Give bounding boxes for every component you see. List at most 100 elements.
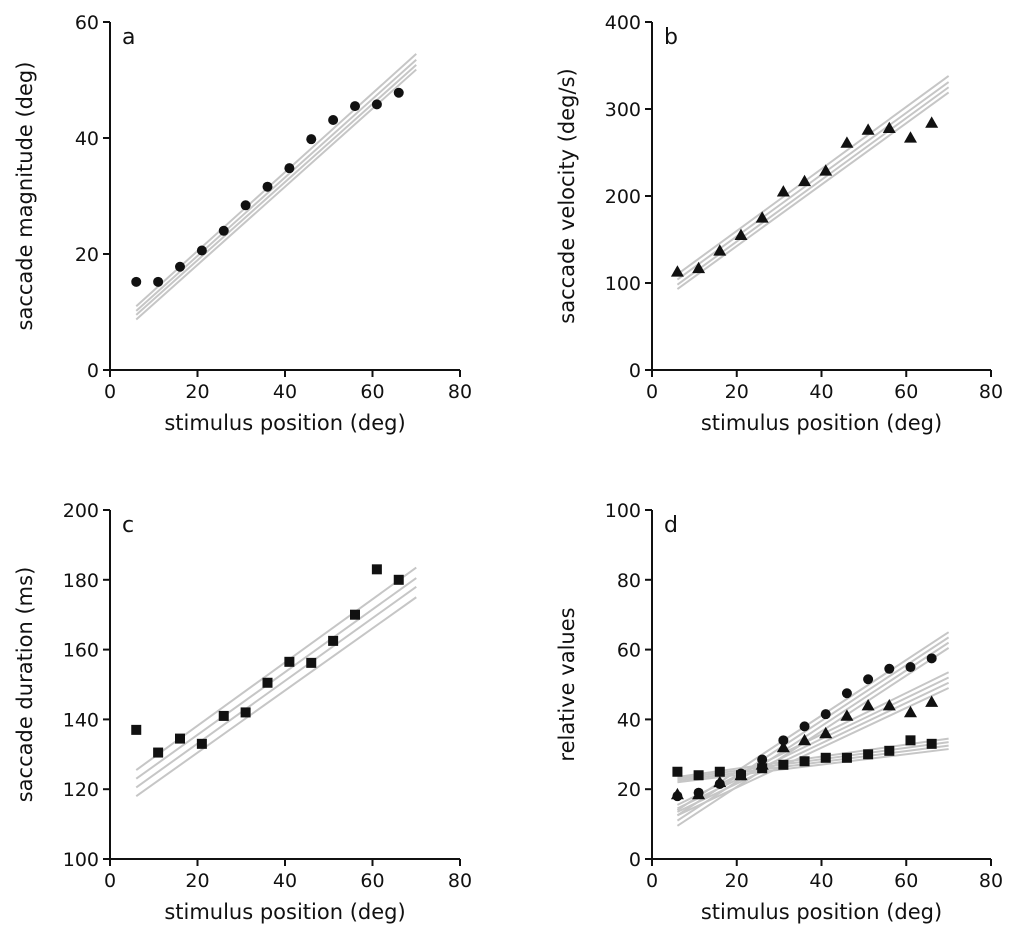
panel-a: 0 20 40 60 80 0 20 40 60 stimulus position (deg) s… [13, 12, 472, 435]
y-axis-title: relative values [555, 607, 579, 761]
data-point-circle [778, 735, 789, 746]
data-point-square [905, 735, 916, 746]
y-tick-label: 20 [617, 779, 641, 801]
fit-line [676, 91, 950, 290]
data-point-circle [350, 101, 360, 112]
y-axis-title: saccade magnitude (deg) [13, 62, 37, 331]
x-tick-label: 60 [360, 381, 384, 403]
x-axis-title: stimulus position (deg) [164, 411, 405, 435]
x-tick-label: 80 [448, 381, 472, 403]
data-point-triangle [734, 228, 748, 241]
data-point-square [350, 609, 360, 620]
x-tick-label: 60 [894, 381, 918, 403]
data-point-square [757, 763, 768, 774]
y-tick-label: 40 [617, 709, 641, 731]
data-point-triangle [819, 726, 833, 739]
data-point-square [306, 657, 317, 668]
fit-line [135, 68, 417, 321]
panel-letter: d [664, 513, 678, 538]
data-point-square [284, 656, 295, 667]
y-tick-label: 200 [63, 500, 99, 522]
data-point-square [131, 724, 142, 735]
data-point-square [693, 770, 704, 781]
fit-line [135, 64, 417, 316]
panel-letter: a [122, 25, 135, 50]
x-tick-label: 0 [646, 381, 658, 403]
x-axis-title: stimulus position (deg) [164, 900, 405, 924]
data-point-square [262, 677, 273, 688]
y-tick-label: 20 [75, 244, 99, 266]
data-point-square [218, 710, 229, 721]
data-point-square [714, 766, 725, 777]
data-point-square [371, 564, 382, 575]
data-point-triangle [776, 740, 790, 753]
fit-line [135, 596, 417, 797]
data-point-triangle [840, 136, 854, 148]
data-point-square [672, 766, 683, 777]
data-point-triangle [925, 116, 939, 128]
data-point-triangle [882, 121, 896, 134]
x-tick-label: 80 [448, 870, 472, 892]
y-tick-label: 60 [75, 12, 99, 34]
data-point-triangle [692, 787, 706, 800]
x-tick-label: 80 [979, 381, 1003, 403]
data-point-circle [371, 99, 382, 110]
data-point-square [926, 738, 937, 749]
x-tick-label: 40 [809, 870, 833, 892]
y-tick-label: 100 [605, 273, 641, 295]
y-tick-label: 200 [605, 186, 641, 208]
data-point-triangle [776, 185, 790, 197]
x-tick-label: 20 [185, 870, 209, 892]
y-tick-label: 140 [63, 709, 99, 731]
data-point-circle [284, 163, 295, 174]
data-point-square [841, 752, 852, 763]
y-tick-label: 100 [63, 849, 99, 871]
data-point-square [328, 635, 339, 646]
data-point-circle [393, 87, 404, 98]
panel-b: 0 20 40 60 80 0 100 200 300 400 stimulus position … [555, 12, 1003, 435]
fit-line [676, 687, 950, 817]
data-point-triangle [692, 261, 706, 274]
data-point-square [820, 752, 831, 763]
panel-d: 0 20 40 60 80 0 20 40 60 80 100 stimulus position (… [555, 500, 1003, 924]
data-point-square [799, 756, 810, 767]
data-point-circle [175, 261, 185, 272]
data-point-triangle [861, 123, 875, 135]
data-point-circle [153, 276, 164, 287]
data-point-triangle [925, 695, 939, 707]
fit-line [676, 81, 950, 281]
data-point-triangle [861, 698, 875, 711]
data-point-triangle [903, 131, 917, 143]
data-point-triangle [798, 174, 812, 187]
data-point-triangle [755, 211, 769, 223]
y-tick-label: 180 [63, 570, 99, 592]
data-point-circle [884, 663, 895, 674]
data-point-circle [196, 245, 207, 256]
x-tick-label: 20 [725, 381, 749, 403]
data-point-square [863, 749, 874, 760]
data-point-square [884, 745, 895, 756]
data-point-circle [306, 134, 317, 145]
y-axis-title: saccade duration (ms) [13, 567, 37, 803]
data-point-triangle [670, 265, 684, 277]
y-tick-label: 40 [75, 128, 99, 150]
data-point-circle [841, 688, 852, 699]
data-point-circle [218, 225, 229, 236]
fit-line [676, 75, 950, 276]
data-point-circle [820, 709, 831, 720]
data-point-circle [262, 181, 273, 192]
y-tick-label: 400 [605, 12, 641, 34]
data-point-triangle [882, 698, 896, 711]
data-point-circle [926, 653, 937, 664]
data-point-triangle [670, 787, 684, 800]
data-point-triangle [819, 164, 833, 176]
fit-line [135, 577, 417, 780]
y-tick-label: 160 [63, 640, 99, 662]
data-point-circle [863, 674, 874, 685]
data-point-triangle [798, 733, 812, 746]
data-point-square [153, 747, 164, 758]
x-tick-label: 80 [979, 870, 1003, 892]
y-tick-label: 0 [87, 360, 99, 382]
